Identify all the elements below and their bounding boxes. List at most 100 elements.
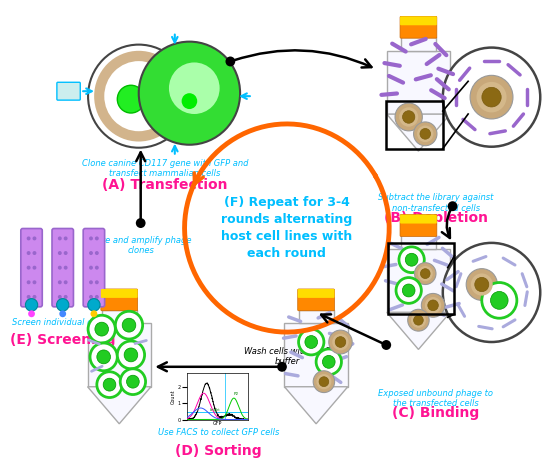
Y-axis label: Count: Count — [171, 389, 176, 404]
Circle shape — [421, 294, 445, 317]
Circle shape — [126, 375, 139, 388]
Circle shape — [122, 318, 136, 332]
Circle shape — [103, 378, 116, 391]
Text: Elute and amplify phage
clones: Elute and amplify phage clones — [90, 236, 192, 255]
Circle shape — [136, 218, 146, 228]
FancyBboxPatch shape — [298, 289, 334, 311]
Circle shape — [28, 310, 35, 317]
FancyBboxPatch shape — [298, 289, 334, 298]
Circle shape — [89, 236, 93, 240]
Circle shape — [408, 309, 429, 331]
Circle shape — [32, 251, 36, 255]
Polygon shape — [87, 387, 151, 424]
Circle shape — [316, 374, 332, 389]
Circle shape — [64, 266, 68, 270]
Circle shape — [482, 87, 501, 107]
FancyBboxPatch shape — [57, 82, 80, 100]
Polygon shape — [387, 114, 450, 151]
Bar — [388, 243, 454, 314]
Circle shape — [329, 330, 352, 354]
Circle shape — [58, 295, 62, 299]
Circle shape — [399, 247, 424, 272]
Text: Screen individual clones: Screen individual clones — [12, 318, 114, 327]
FancyBboxPatch shape — [400, 215, 437, 224]
Circle shape — [116, 311, 142, 339]
Circle shape — [418, 266, 433, 281]
Text: (E) Screening: (E) Screening — [10, 333, 116, 347]
Circle shape — [97, 372, 122, 397]
Circle shape — [277, 362, 287, 372]
Circle shape — [403, 284, 415, 297]
Text: (D) Sorting: (D) Sorting — [175, 444, 262, 458]
Text: Subtract the library against
non-transfected cells: Subtract the library against non-transfe… — [378, 193, 494, 213]
Circle shape — [26, 266, 31, 270]
Circle shape — [466, 269, 497, 301]
Circle shape — [425, 297, 441, 313]
Circle shape — [64, 236, 68, 240]
Circle shape — [32, 236, 36, 240]
Circle shape — [411, 313, 426, 328]
Circle shape — [403, 111, 415, 123]
Circle shape — [139, 41, 240, 145]
Circle shape — [26, 236, 31, 240]
Circle shape — [491, 291, 508, 309]
Circle shape — [59, 310, 66, 317]
Polygon shape — [284, 324, 348, 387]
Circle shape — [124, 348, 138, 362]
Circle shape — [95, 280, 99, 284]
Circle shape — [25, 299, 38, 311]
Circle shape — [94, 51, 183, 142]
Circle shape — [313, 371, 334, 393]
Circle shape — [64, 280, 68, 284]
Circle shape — [58, 251, 62, 255]
X-axis label: GFP: GFP — [212, 421, 222, 426]
Polygon shape — [401, 236, 436, 249]
Circle shape — [299, 329, 324, 355]
Polygon shape — [102, 310, 136, 324]
Circle shape — [319, 377, 329, 387]
Circle shape — [88, 299, 100, 311]
Circle shape — [104, 61, 173, 131]
Text: P2: P2 — [234, 392, 239, 396]
Circle shape — [448, 201, 458, 211]
Polygon shape — [299, 310, 333, 324]
Circle shape — [305, 336, 317, 349]
Circle shape — [414, 315, 424, 325]
Text: (B) Depletion: (B) Depletion — [384, 211, 488, 225]
Circle shape — [117, 341, 145, 369]
Circle shape — [64, 295, 68, 299]
Text: bright: bright — [210, 408, 221, 412]
Circle shape — [32, 280, 36, 284]
Circle shape — [88, 45, 189, 148]
Polygon shape — [387, 313, 450, 349]
Circle shape — [396, 278, 421, 303]
Circle shape — [26, 251, 31, 255]
Circle shape — [399, 107, 418, 127]
FancyBboxPatch shape — [400, 16, 437, 38]
Circle shape — [64, 251, 68, 255]
FancyBboxPatch shape — [400, 16, 437, 25]
Circle shape — [58, 266, 62, 270]
Bar — [386, 101, 443, 149]
Circle shape — [91, 310, 97, 317]
Circle shape — [476, 82, 507, 112]
Circle shape — [90, 343, 117, 371]
Circle shape — [335, 337, 346, 348]
Circle shape — [226, 57, 235, 66]
FancyBboxPatch shape — [52, 229, 74, 307]
Circle shape — [88, 315, 116, 343]
Text: (A) Transfection: (A) Transfection — [102, 178, 228, 192]
Circle shape — [482, 283, 517, 318]
Circle shape — [89, 266, 93, 270]
Circle shape — [32, 295, 36, 299]
Circle shape — [471, 273, 493, 296]
Circle shape — [417, 125, 433, 142]
Circle shape — [89, 280, 93, 284]
Circle shape — [332, 334, 349, 350]
Polygon shape — [387, 51, 450, 114]
Circle shape — [58, 280, 62, 284]
Text: Clone canine CD117 gene with GFP and
transfect mammalian cells: Clone canine CD117 gene with GFP and tra… — [82, 159, 248, 178]
Circle shape — [322, 355, 335, 368]
Circle shape — [443, 47, 540, 147]
Circle shape — [117, 85, 145, 113]
